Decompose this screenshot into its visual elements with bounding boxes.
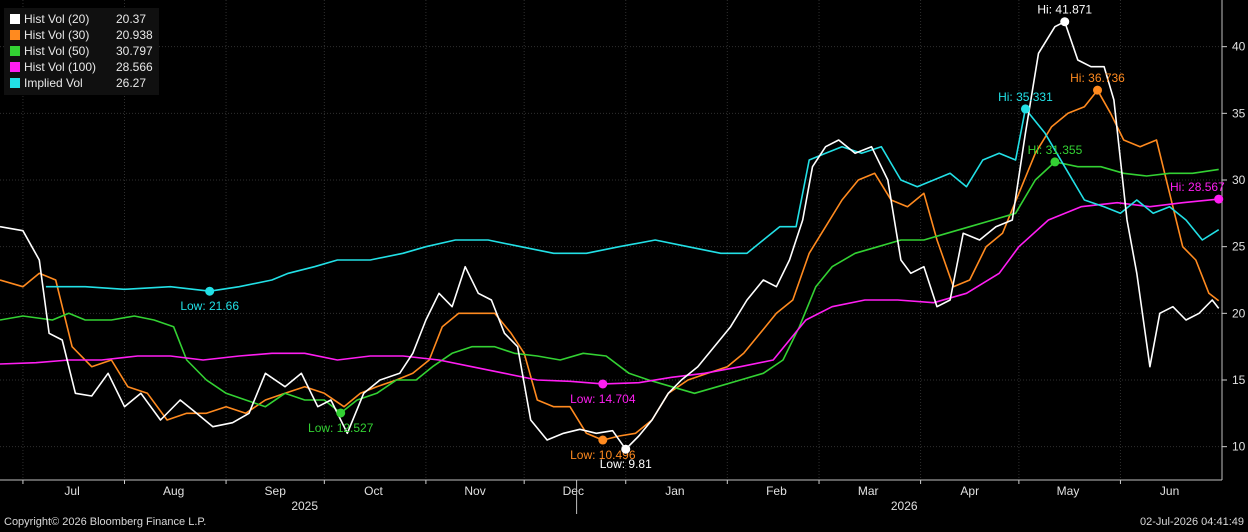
y-tick-label: 40	[1232, 40, 1246, 54]
legend-last-value: 20.37	[116, 12, 147, 26]
x-tick-label: Jun	[1160, 484, 1179, 498]
copyright-text: Copyright© 2026 Bloomberg Finance L.P.	[4, 516, 207, 528]
x-tick-label: Aug	[163, 484, 184, 498]
legend-item: Hist Vol (50) 30.797	[10, 43, 153, 59]
annotations: Low: 21.66 Low: 12.527 Low: 10.496 Low: 14.…	[180, 3, 1225, 471]
legend-swatch	[10, 30, 20, 40]
extreme-marker	[621, 444, 631, 454]
series-line-3	[0, 198, 1219, 385]
legend-item: Hist Vol (100) 28.566	[10, 59, 153, 75]
year-label: 2026	[891, 499, 918, 513]
extreme-label: Low: 12.527	[308, 421, 374, 435]
x-tick-label: Apr	[960, 484, 979, 498]
legend-series-name: Implied Vol	[24, 76, 83, 90]
x-tick-label: Jul	[64, 484, 79, 498]
legend-series-name: Hist Vol (30)	[24, 28, 90, 42]
x-tick-label: Feb	[766, 484, 787, 498]
x-tick-label: Dec	[563, 484, 584, 498]
extreme-label: Low: 10.496	[570, 448, 636, 462]
extreme-label: Low: 21.66	[180, 299, 239, 313]
legend-swatch	[10, 14, 20, 24]
legend-item: Implied Vol 26.27	[10, 75, 153, 91]
x-tick-label: Nov	[464, 484, 485, 498]
series-lines	[0, 20, 1220, 450]
extreme-label: Low: 9.81	[600, 457, 652, 471]
extreme-marker	[336, 408, 346, 418]
x-tick-label: Sep	[265, 484, 287, 498]
series-line-2	[0, 161, 1219, 414]
legend-last-value: 30.797	[116, 44, 153, 58]
legend: Hist Vol (20) 20.37 Hist Vol (30) 20.938 His…	[4, 8, 159, 95]
y-tick-label: 10	[1232, 440, 1246, 454]
extreme-label: Hi: 31.355	[1028, 143, 1083, 157]
legend-item: Hist Vol (30) 20.938	[10, 27, 153, 43]
x-tick-label: Oct	[364, 484, 383, 498]
legend-series-name: Hist Vol (20)	[24, 12, 90, 26]
extreme-marker	[1060, 17, 1070, 27]
extreme-marker	[1050, 157, 1060, 167]
legend-swatch	[10, 62, 20, 72]
year-label: 2025	[291, 499, 318, 513]
extreme-marker	[1214, 194, 1224, 204]
legend-last-value: 28.566	[116, 60, 153, 74]
x-tick-label: Mar	[858, 484, 879, 498]
series-line-1	[0, 89, 1220, 441]
legend-swatch	[10, 78, 20, 88]
y-tick-label: 35	[1232, 106, 1246, 120]
y-tick-label: 20	[1232, 306, 1246, 320]
extreme-label: Hi: 28.567	[1170, 180, 1225, 194]
extreme-marker	[205, 286, 215, 296]
legend-last-value: 20.938	[116, 28, 153, 42]
timestamp-text: 02-Jul-2026 04:41:49	[1140, 516, 1244, 528]
extreme-marker	[598, 435, 608, 445]
extreme-label: Hi: 36.736	[1070, 71, 1125, 85]
legend-last-value: 26.27	[116, 76, 147, 90]
legend-series-name: Hist Vol (100)	[24, 60, 97, 74]
extreme-label: Hi: 41.871	[1037, 3, 1092, 17]
extreme-marker	[1093, 85, 1103, 95]
legend-swatch	[10, 46, 20, 56]
legend-item: Hist Vol (20) 20.37	[10, 11, 153, 27]
x-tick-label: Jan	[665, 484, 684, 498]
series-line-0	[0, 20, 1220, 450]
legend-series-name: Hist Vol (50)	[24, 44, 90, 58]
y-tick-label: 15	[1232, 373, 1246, 387]
y-tick-label: 30	[1232, 173, 1246, 187]
series-line-4	[45, 108, 1220, 292]
extreme-label: Low: 14.704	[570, 392, 636, 406]
y-tick-label: 25	[1232, 240, 1246, 254]
extreme-label: Hi: 35.331	[998, 90, 1053, 104]
x-tick-label: May	[1057, 484, 1080, 498]
extreme-marker	[598, 379, 608, 389]
extreme-marker	[1020, 104, 1030, 114]
